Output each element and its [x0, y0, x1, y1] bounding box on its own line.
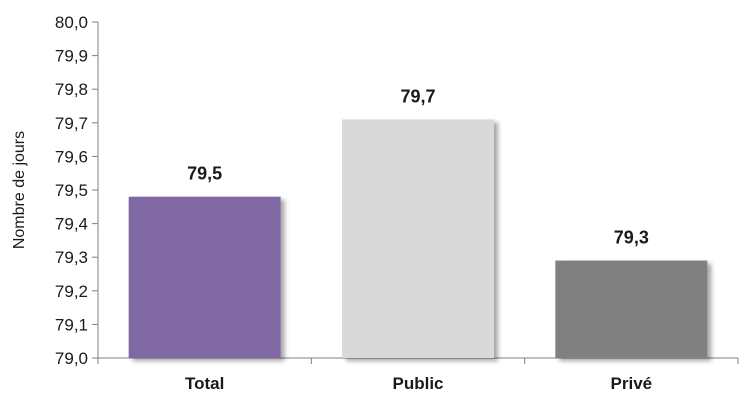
data-label: 79,7	[400, 86, 435, 106]
y-axis: 79,0 79,1 79,2 79,3 79,4 79,5 79,6 79,7 79,8 79,9…	[55, 13, 99, 368]
y-tick-label: 79,3	[55, 248, 88, 267]
x-tick-label: Public	[392, 374, 443, 393]
value-labels: 79,5 79,7 79,3	[187, 86, 649, 247]
x-tick-label: Privé	[611, 374, 653, 393]
y-axis-title: Nombre de jours	[11, 131, 28, 249]
x-tick-label: Total	[185, 374, 224, 393]
y-tick-label: 79,6	[55, 147, 88, 166]
data-label: 79,3	[614, 228, 649, 248]
data-label: 79,5	[187, 164, 222, 184]
bar-3	[555, 260, 708, 358]
y-tick-label: 79,4	[55, 215, 88, 234]
bars	[128, 119, 708, 358]
y-tick-label: 79,7	[55, 114, 88, 133]
y-tick-label: 79,8	[55, 80, 88, 99]
bar-2	[342, 119, 494, 358]
y-tick-label: 79,2	[55, 282, 88, 301]
x-axis: Total Public Privé	[97, 357, 739, 393]
y-tick-label: 79,1	[55, 315, 88, 334]
y-tick-label: 80,0	[55, 13, 88, 32]
y-tick-label: 79,5	[55, 181, 88, 200]
y-tick-label: 79,9	[55, 47, 88, 66]
bar-1	[128, 196, 281, 358]
y-tick-label: 79,0	[55, 349, 88, 368]
